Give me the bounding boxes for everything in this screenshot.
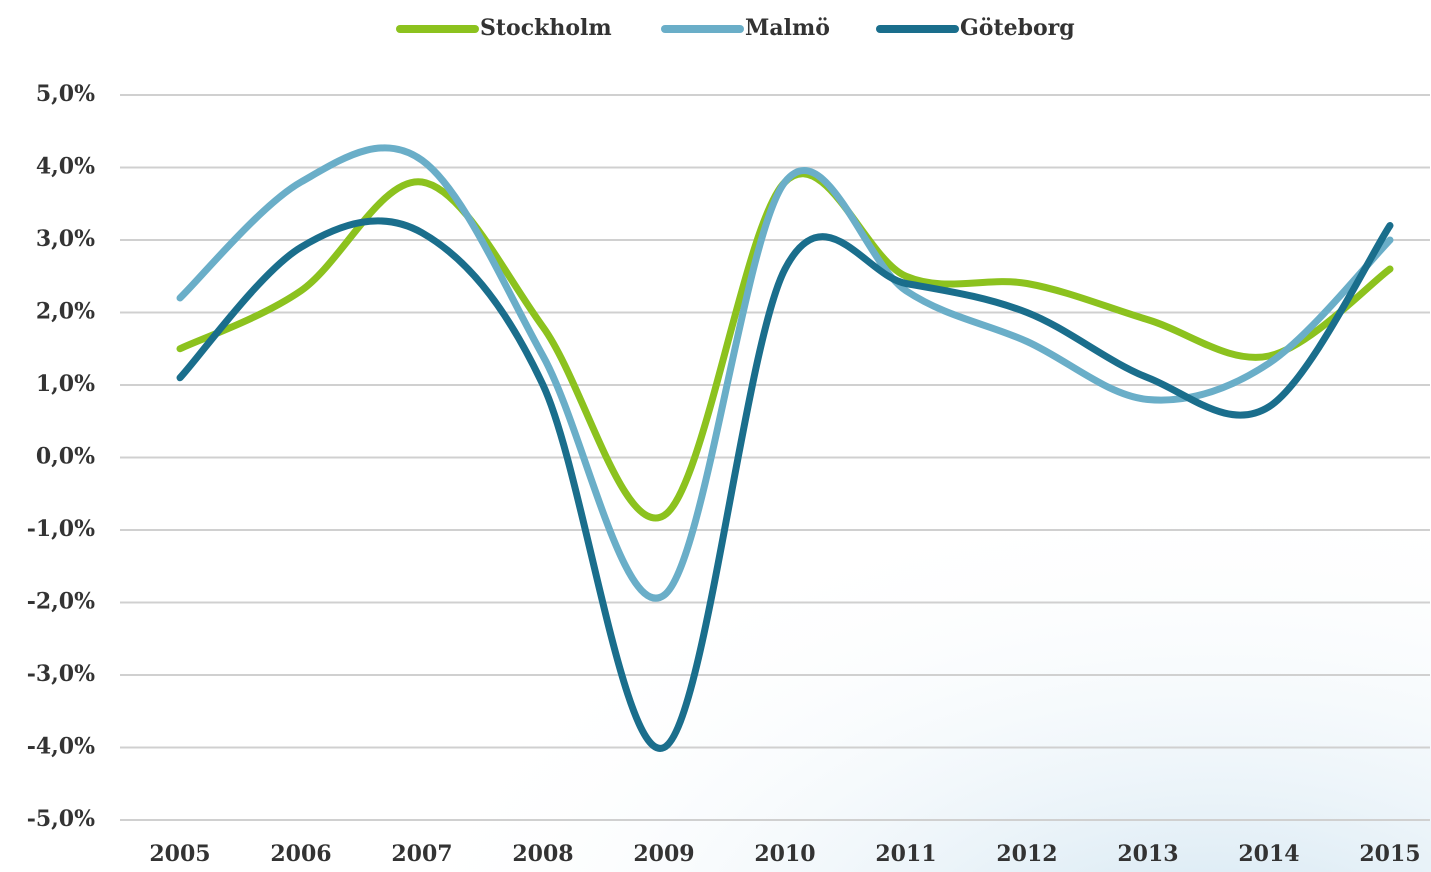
x-tick-label: 2014 [1238,841,1299,867]
x-tick-label: 2007 [391,841,452,867]
x-tick-label: 2005 [149,841,210,867]
y-tick-label: 1,0% [36,371,95,397]
y-tick-label: 2,0% [36,299,95,325]
y-tick-label: -2,0% [27,589,95,615]
legend-label: Malmö [745,15,830,41]
x-tick-label: 2008 [512,841,573,867]
series-line [176,170,1394,522]
y-tick-label: 5,0% [36,81,95,107]
legend-label: Stockholm [480,15,612,41]
x-tick-label: 2009 [633,841,694,867]
series-line [176,144,1394,602]
x-tick-label: 2015 [1359,841,1420,867]
legend-label: Göteborg [960,15,1075,41]
x-tick-label: 2013 [1117,841,1178,867]
y-tick-label: 4,0% [36,154,95,180]
y-tick-label: -3,0% [27,661,95,687]
x-tick-label: 2012 [996,841,1057,867]
x-tick-label: 2011 [875,841,936,867]
y-tick-label: 0,0% [36,444,95,470]
x-tick-label: 2010 [754,841,815,867]
y-tick-label: -4,0% [27,734,95,760]
y-tick-label: 3,0% [36,226,95,252]
y-tick-label: -5,0% [27,806,95,832]
series-line [176,217,1394,752]
y-tick-label: -1,0% [27,516,95,542]
x-tick-label: 2006 [270,841,331,867]
